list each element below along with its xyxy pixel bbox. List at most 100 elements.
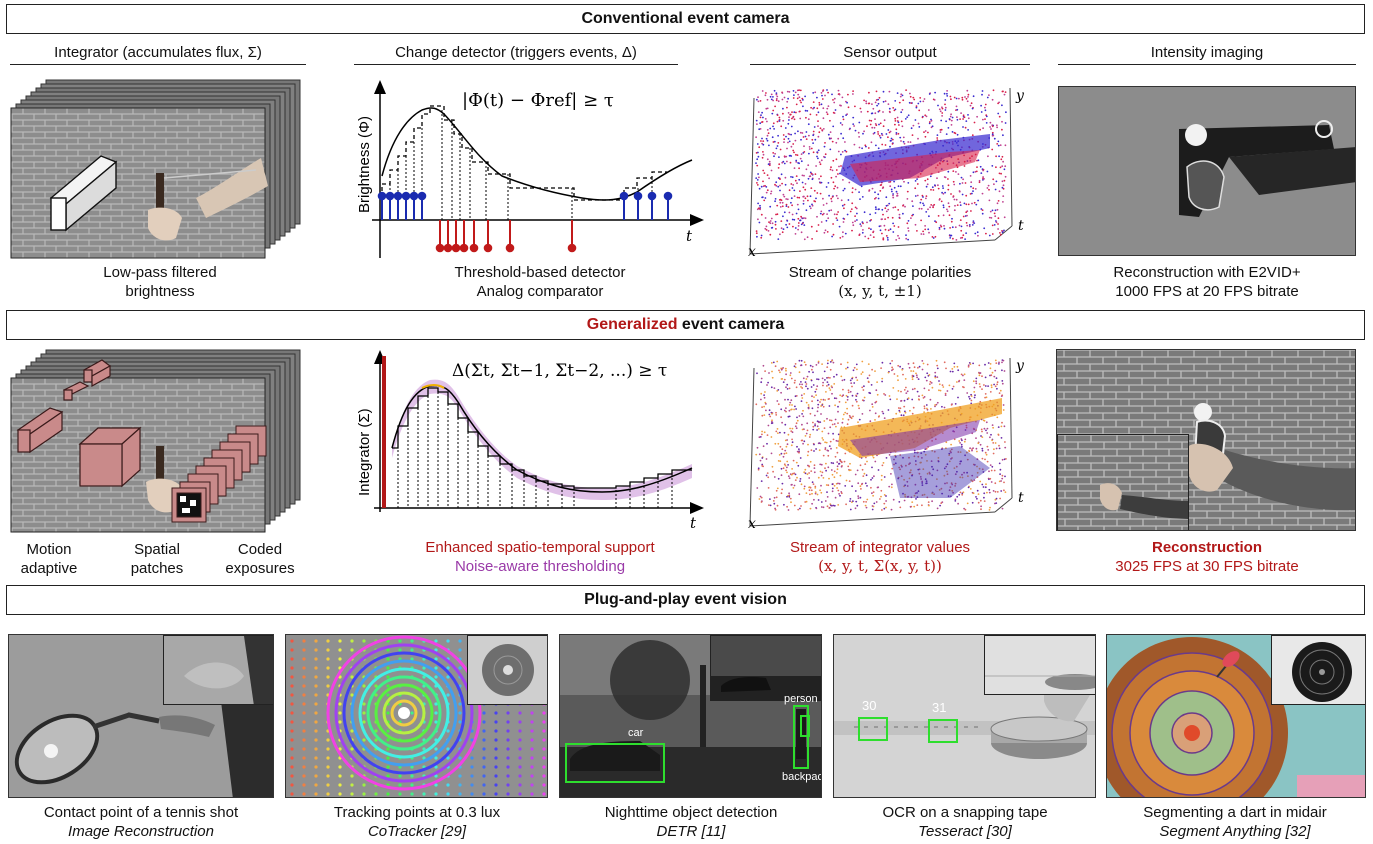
event-dot — [895, 412, 898, 415]
event-dot — [991, 224, 994, 227]
event-dot — [934, 91, 936, 94]
track-point — [542, 756, 546, 760]
event-dot — [997, 112, 1000, 115]
event-dot — [795, 422, 798, 425]
event-dot — [979, 443, 982, 446]
event-dot — [817, 224, 820, 226]
event-dot — [931, 386, 934, 389]
event-dot — [843, 378, 846, 381]
event-dot — [955, 105, 958, 108]
polarity-caption: Stream of change polarities (x, y, t, ±1… — [750, 263, 1010, 301]
event-dot — [919, 476, 922, 478]
event-dot — [996, 383, 998, 386]
event-dot — [981, 468, 984, 471]
track-point — [326, 675, 330, 679]
event-dot — [824, 448, 827, 451]
event-dot — [915, 372, 917, 375]
track-point — [290, 756, 294, 760]
event-dot — [812, 142, 814, 144]
event-dot — [912, 124, 915, 127]
event-dot — [977, 501, 980, 504]
event-dot — [816, 96, 818, 99]
event-dot — [788, 189, 791, 192]
event-dot — [999, 232, 1001, 234]
event-dot — [766, 189, 769, 192]
generalized-reconstruction — [1056, 349, 1356, 531]
event-dot — [921, 394, 924, 397]
event-dot — [928, 122, 931, 125]
event-dot — [764, 370, 766, 372]
event-dot — [780, 416, 782, 419]
event-dot — [949, 227, 951, 229]
event-dot — [863, 130, 865, 133]
event-dot — [989, 464, 992, 466]
event-dot — [798, 383, 801, 386]
event-dot — [908, 101, 911, 104]
event-dot — [989, 506, 991, 509]
event-dot — [868, 91, 870, 94]
event-dot — [881, 509, 883, 511]
conventional-banner: Conventional event camera — [6, 4, 1365, 34]
event-dot — [996, 202, 999, 205]
event-dot — [807, 404, 810, 406]
event-dot — [846, 213, 849, 216]
event-dot — [849, 379, 852, 382]
event-dot — [912, 406, 915, 409]
event-dot — [774, 183, 776, 186]
event-dot — [828, 477, 830, 480]
event-dot — [755, 230, 758, 233]
event-dot — [869, 123, 872, 126]
event-dot — [944, 392, 947, 395]
event-dot — [959, 460, 962, 463]
event-dot — [788, 211, 791, 214]
event-dot — [781, 161, 784, 164]
event-dot — [762, 143, 765, 146]
event-dot — [991, 165, 994, 167]
event-dot — [994, 215, 997, 218]
track-point — [350, 729, 354, 733]
event-dot — [925, 482, 928, 485]
event-dot — [1004, 441, 1006, 443]
event-dot — [857, 495, 860, 497]
event-dot — [800, 217, 803, 219]
event-dot — [851, 385, 853, 388]
event-dot — [820, 181, 823, 184]
event-dot — [799, 364, 802, 367]
event-dot — [980, 505, 982, 508]
event-dot — [819, 470, 822, 473]
event-dot — [877, 415, 880, 418]
event-dot — [973, 479, 976, 481]
event-dot — [924, 376, 927, 379]
event-dot — [943, 225, 945, 227]
cloud1-t-label: t — [1018, 218, 1024, 234]
event-dot — [798, 448, 800, 451]
track-point — [314, 666, 318, 670]
event-dot — [814, 485, 817, 488]
cloud1-y-label: y — [1015, 88, 1025, 104]
event-dot — [831, 490, 834, 493]
event-dot — [860, 185, 863, 188]
event-dot — [893, 180, 895, 183]
event-dot — [948, 460, 951, 463]
event-dot — [917, 102, 920, 105]
event-dot — [984, 118, 986, 120]
event-dot — [816, 425, 819, 428]
track-point — [398, 792, 402, 796]
event-dot — [981, 457, 984, 460]
event-dot — [790, 183, 793, 185]
event-dot — [890, 137, 893, 140]
event-dot — [874, 460, 877, 463]
event-dot — [916, 390, 919, 393]
event-dot — [786, 495, 788, 498]
event-dot — [978, 374, 981, 377]
event-dot — [960, 225, 963, 228]
event-dot — [946, 470, 948, 473]
event-dot — [961, 193, 964, 196]
track-point — [326, 657, 330, 661]
event-dot — [809, 364, 812, 367]
conventional-banner-text: Conventional event camera — [581, 10, 790, 27]
event-dot — [945, 465, 948, 468]
event-dot — [939, 504, 941, 507]
event-dot — [862, 500, 865, 503]
event-dot — [773, 502, 776, 505]
